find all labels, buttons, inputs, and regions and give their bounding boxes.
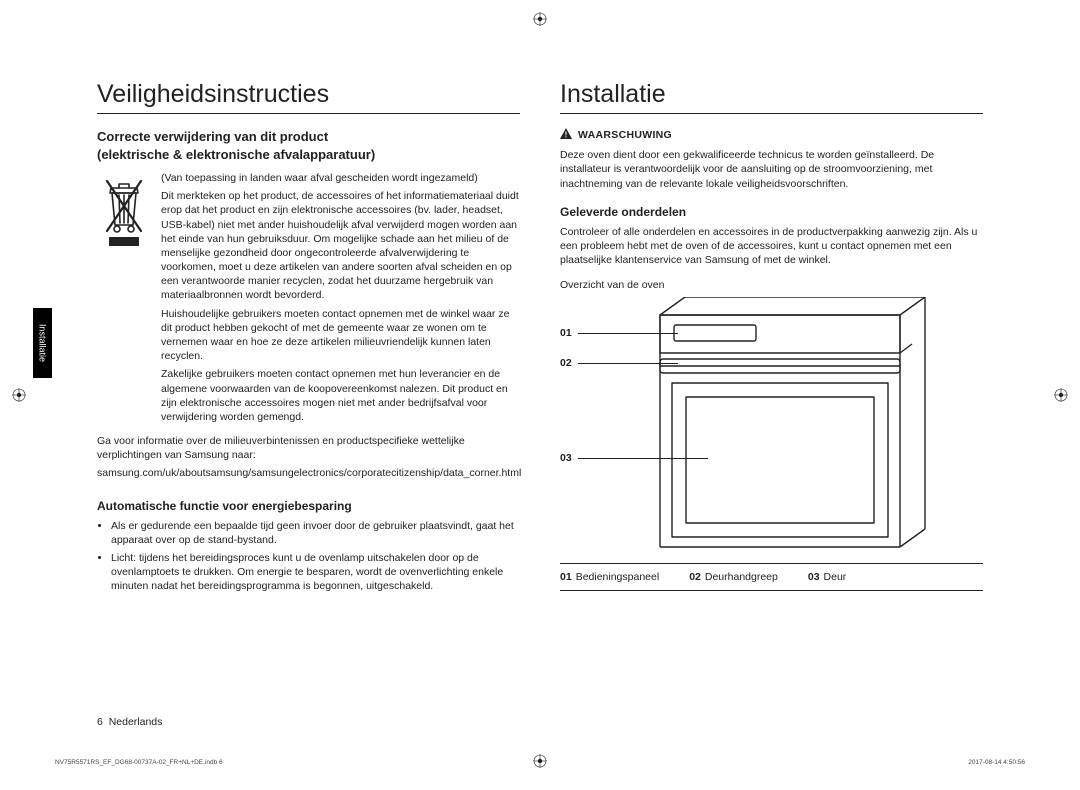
energy-bullet-2: Licht: tijdens het bereidingsproces kunt… [111,551,520,594]
side-tab: Installatie [33,308,52,378]
reg-mark-top [533,12,547,26]
disposal-note: (Van toepassing in landen waar afval ges… [161,171,520,185]
disposal-p3: Zakelijke gebruikers moeten contact opne… [161,367,520,424]
disposal-p2: Huishoudelijke gebruikers moeten contact… [161,307,520,364]
env-p1: Ga voor informatie over de milieuverbint… [97,434,520,462]
parts-text: Controleer of alle onderdelen en accesso… [560,225,983,268]
legend-n3: 03 [808,571,820,583]
disposal-p1: Dit merkteken op het product, de accesso… [161,189,520,302]
callout-03: 03 [560,452,572,464]
page-number: 6 [97,716,103,728]
right-column: Installatie ! WAARSCHUWING Deze oven die… [560,80,983,597]
legend-t2: Deurhandgreep [705,571,778,583]
callout-01: 01 [560,327,572,339]
overview-caption: Overzicht van de oven [560,279,983,291]
page-lang: Nederlands [109,716,163,728]
legend-n2: 02 [689,571,701,583]
legend-t1: Bedieningspaneel [576,571,660,583]
warning-icon: ! [560,128,572,142]
callout-line-03 [578,458,708,459]
callout-02: 02 [560,357,572,369]
legend-n1: 01 [560,571,572,583]
svg-text:!: ! [565,130,568,139]
oven-diagram: 01 02 03 [560,297,940,557]
page-footer: 6 Nederlands [97,716,162,728]
rule [560,113,983,114]
env-url: samsung.com/uk/aboutsamsung/samsungelect… [97,466,520,480]
print-footer-left: NV75R5571RS_EF_DG68-00737A-02_FR+NL+DE.i… [55,759,223,766]
subheading-energy: Automatische functie voor energiebespari… [97,499,520,513]
print-footer-right: 2017-08-14 4:50:56 [968,759,1025,766]
legend: 01 Bedieningspaneel 02 Deurhandgreep 03 Deu… [560,563,983,591]
callout-line-02 [578,363,678,364]
subheading-parts: Geleverde onderdelen [560,205,983,219]
subheading-disposal-2: (elektrische & elektronische afvalappara… [97,146,520,164]
weee-icon [97,171,151,428]
callout-line-01 [578,333,678,334]
left-column: Veiligheidsinstructies Correcte verwijde… [97,80,520,597]
legend-t3: Deur [824,571,847,583]
heading-safety: Veiligheidsinstructies [97,80,520,109]
heading-install: Installatie [560,80,983,109]
subheading-disposal-1: Correcte verwijdering van dit product [97,128,520,146]
warning-label: WAARSCHUWING [578,128,672,142]
warning-text: Deze oven dient door een gekwalificeerde… [560,148,983,191]
reg-mark-left [12,388,26,402]
energy-bullet-1: Als er gedurende een bepaalde tijd geen … [111,519,520,547]
print-footer: NV75R5571RS_EF_DG68-00737A-02_FR+NL+DE.i… [55,759,1025,766]
reg-mark-right [1054,388,1068,402]
rule [97,113,520,114]
